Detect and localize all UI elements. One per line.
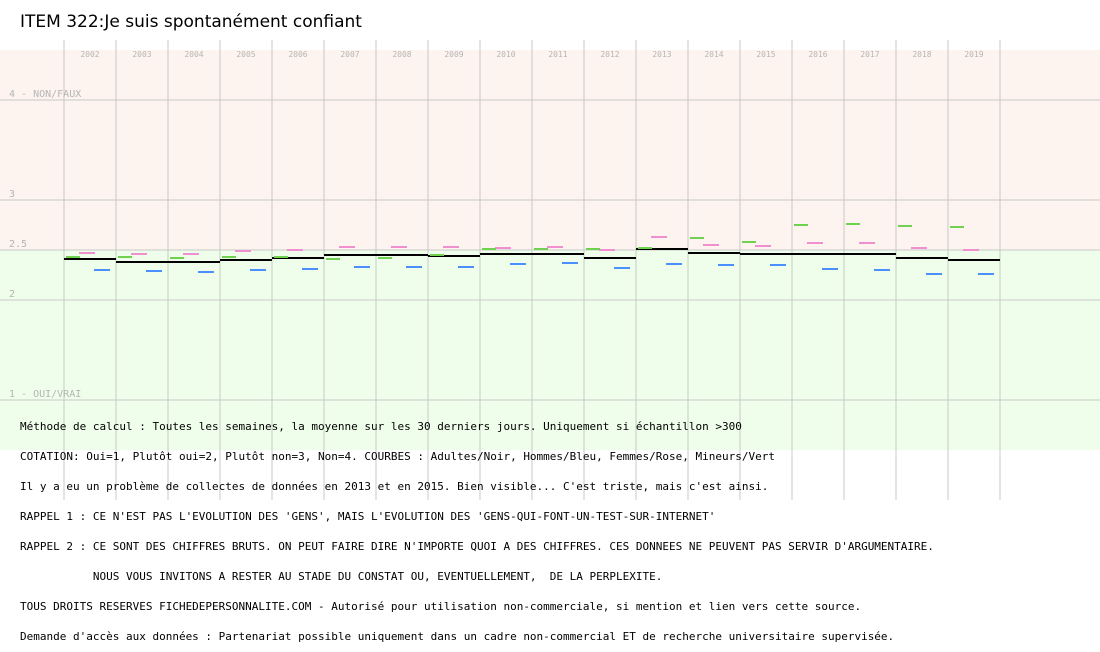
x-tick-label: 2007 xyxy=(340,50,359,59)
x-tick-label: 2014 xyxy=(704,50,723,59)
y-tick-label: 3 xyxy=(9,189,15,200)
x-tick-label: 2002 xyxy=(80,50,99,59)
x-tick-label: 2016 xyxy=(808,50,827,59)
chart-notes: Méthode de calcul : Toutes les semaines,… xyxy=(20,402,934,652)
y-tick-label: 4 - NON/FAUX xyxy=(9,89,81,100)
note-line: Demande d'accès aux données : Partenaria… xyxy=(20,630,895,643)
chart-title: ITEM 322:Je suis spontanément confiant xyxy=(20,12,362,32)
note-line: COTATION: Oui=1, Plutôt oui=2, Plutôt no… xyxy=(20,450,775,463)
background-band xyxy=(0,250,1100,450)
y-tick-label: 2 xyxy=(9,289,15,300)
x-tick-label: 2019 xyxy=(964,50,983,59)
x-tick-label: 2003 xyxy=(132,50,151,59)
note-line: RAPPEL 1 : CE N'EST PAS L'EVOLUTION DES … xyxy=(20,510,716,523)
x-tick-label: 2017 xyxy=(860,50,879,59)
x-tick-label: 2011 xyxy=(548,50,567,59)
x-tick-label: 2009 xyxy=(444,50,463,59)
note-line: Méthode de calcul : Toutes les semaines,… xyxy=(20,420,742,433)
background-band xyxy=(0,50,1100,250)
y-tick-label: 2.5 xyxy=(9,239,27,250)
note-line: NOUS VOUS INVITONS A RESTER AU STADE DU … xyxy=(20,570,663,583)
x-tick-label: 2006 xyxy=(288,50,307,59)
note-line: Il y a eu un problème de collectes de do… xyxy=(20,480,769,493)
y-tick-label: 1 - OUI/VRAI xyxy=(9,389,81,400)
x-tick-label: 2015 xyxy=(756,50,775,59)
x-tick-label: 2005 xyxy=(236,50,255,59)
note-line: RAPPEL 2 : CE SONT DES CHIFFRES BRUTS. O… xyxy=(20,540,934,553)
x-tick-label: 2018 xyxy=(912,50,931,59)
x-tick-label: 2013 xyxy=(652,50,671,59)
note-line: TOUS DROITS RESERVES FICHEDEPERSONNALITE… xyxy=(20,600,862,613)
x-tick-label: 2010 xyxy=(496,50,515,59)
chart: 4 - NON/FAUX 3 2.5 2 1 - OUI/VRAI 2002 2003 200… xyxy=(0,40,1100,500)
x-tick-label: 2008 xyxy=(392,50,411,59)
x-tick-label: 2004 xyxy=(184,50,203,59)
x-tick-label: 2012 xyxy=(600,50,619,59)
